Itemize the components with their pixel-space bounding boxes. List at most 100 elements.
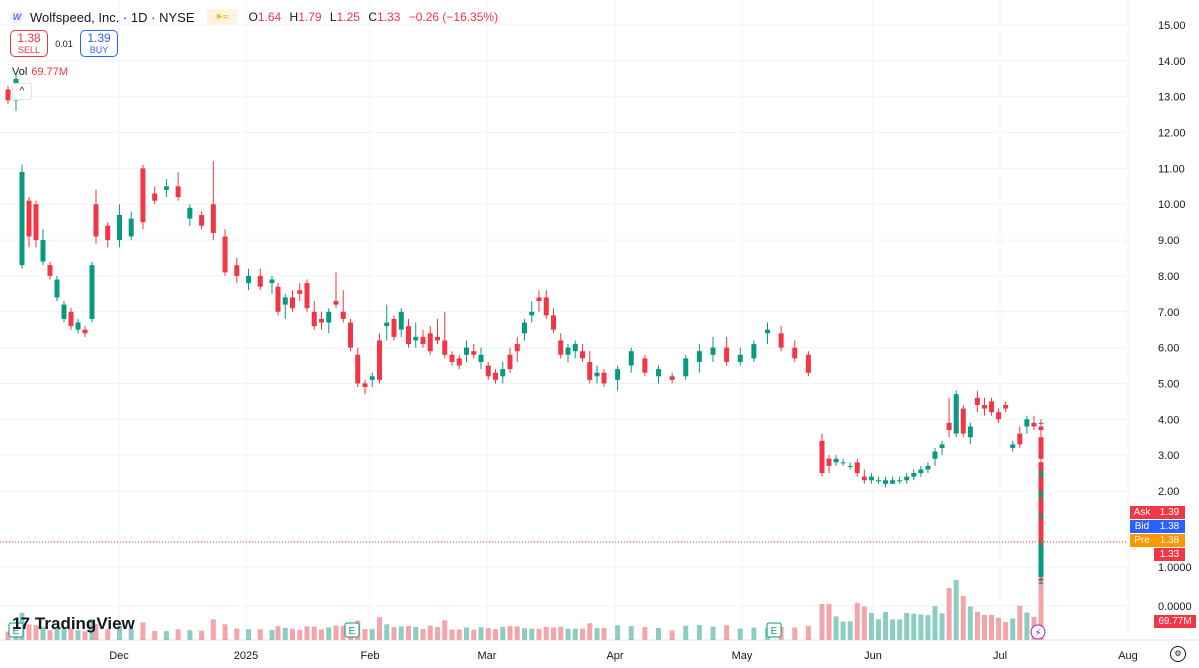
- symbol-title[interactable]: Wolfspeed, Inc. · 1D · NYSE: [30, 9, 195, 25]
- volume-bar: [792, 627, 798, 640]
- candle-body: [163, 186, 169, 190]
- volume-bar: [68, 628, 74, 640]
- time-tick-label: Jun: [864, 650, 882, 662]
- volume-bar: [500, 626, 506, 640]
- lightning-glyph: ⚡: [1034, 628, 1041, 639]
- price-tick-label: 13.00: [1158, 92, 1186, 104]
- candle-body: [128, 218, 134, 237]
- volume-tag: 69.77M: [1154, 615, 1196, 628]
- volume-bar: [683, 625, 689, 640]
- candle-body: [792, 347, 798, 359]
- candle-body: [427, 333, 433, 352]
- candle-body: [275, 286, 281, 312]
- ohlc-values: O1.64 H1.79 L1.25 C1.33 −0.26 (−16.35%): [248, 10, 499, 24]
- volume-bar: [737, 628, 743, 640]
- tradingview-logo[interactable]: 17 TradingView: [12, 614, 135, 633]
- volume-bars: [5, 542, 1044, 640]
- volume-bar: [449, 629, 455, 640]
- volume-bar: [932, 606, 938, 640]
- market-status-icon[interactable]: ☀≈: [206, 9, 237, 25]
- candle-body: [82, 329, 88, 334]
- volume-bar: [384, 624, 390, 640]
- candle-body: [33, 204, 39, 241]
- volume-bar: [297, 629, 303, 640]
- candle-body: [615, 369, 621, 380]
- candle-body: [290, 297, 295, 309]
- volume-bar: [826, 604, 832, 640]
- time-axis: Dec 2025 Feb Mar Apr May Jun Jul Aug: [109, 650, 1138, 662]
- volume-bar: [33, 625, 39, 640]
- candle-body: [493, 372, 498, 380]
- candle-body: [683, 358, 689, 377]
- candle-body: [413, 336, 419, 341]
- volume-bar: [875, 619, 881, 640]
- price-tick-label: 12.00: [1158, 128, 1186, 140]
- volume-bar: [246, 629, 252, 640]
- candle-body: [960, 408, 966, 434]
- candle-body: [543, 297, 549, 316]
- price-tick-label: 0.0000: [1158, 601, 1192, 613]
- volume-bar: [572, 628, 578, 640]
- candle-body: [522, 322, 527, 334]
- volume-bar: [311, 626, 317, 640]
- candle-body: [391, 318, 397, 337]
- volume-bar: [163, 631, 169, 640]
- candle-body: [656, 369, 661, 377]
- candle-body: [19, 171, 25, 266]
- time-tick-label: Aug: [1118, 650, 1138, 662]
- volume-bar: [210, 619, 216, 640]
- volume-bar: [40, 626, 46, 640]
- candle-body: [140, 168, 146, 223]
- candle-body: [54, 279, 60, 298]
- candle-body: [669, 376, 675, 380]
- candle-body: [304, 283, 310, 309]
- candle-body: [116, 214, 122, 241]
- volume-bar: [304, 626, 310, 640]
- candle-body: [868, 476, 874, 481]
- price-tick-label: 14.00: [1158, 56, 1186, 68]
- candle-body: [340, 311, 346, 319]
- volume-bar: [861, 606, 867, 640]
- price-axis: 15.00 14.00 13.00 12.00 11.00 10.00 9.00 8.00 7.…: [1158, 20, 1192, 613]
- event-marker-label: E: [13, 626, 20, 637]
- candle-body: [628, 351, 634, 366]
- volume-bar: [464, 627, 469, 640]
- candle-body: [551, 315, 556, 330]
- sell-button[interactable]: 1.38 SELL: [10, 30, 48, 57]
- volume-bar: [26, 624, 32, 640]
- volume-bar: [282, 627, 288, 640]
- candle-body: [875, 480, 881, 482]
- volume-bar: [128, 628, 134, 640]
- volume-legend: Vol 69.77M: [12, 66, 68, 78]
- candle-body: [93, 204, 99, 237]
- time-tick-label: 2025: [234, 650, 258, 662]
- symbol-legend: W Wolfspeed, Inc. · 1D · NYSE ☀≈ O1.64 H…: [10, 8, 498, 26]
- volume-bar: [89, 618, 95, 640]
- candle-body: [840, 462, 846, 464]
- volume-bar: [669, 630, 675, 640]
- candle-body: [105, 225, 111, 241]
- candle-body: [946, 422, 952, 431]
- buy-button[interactable]: 1.39 BUY: [80, 30, 118, 57]
- volume-bar: [61, 628, 67, 640]
- gear-icon[interactable]: ⚙: [1170, 646, 1186, 662]
- event-marker-box: [344, 622, 360, 638]
- candle-body: [464, 347, 469, 355]
- volume-bar: [819, 604, 825, 640]
- candle-body: [710, 347, 716, 355]
- candle-body: [152, 193, 158, 201]
- candle-body: [642, 358, 648, 373]
- collapse-icon[interactable]: ^: [12, 83, 32, 100]
- candle-body: [257, 275, 263, 287]
- volume-bar: [536, 628, 542, 640]
- volume-bar: [696, 624, 702, 640]
- volume-bar: [471, 629, 477, 640]
- volume-bar: [594, 628, 600, 640]
- candle-body: [420, 336, 426, 345]
- volume-bar: [442, 620, 448, 640]
- candle-body: [861, 476, 867, 481]
- volume-bar: [485, 628, 491, 640]
- candle-body: [904, 476, 910, 481]
- volume-bar: [377, 617, 382, 640]
